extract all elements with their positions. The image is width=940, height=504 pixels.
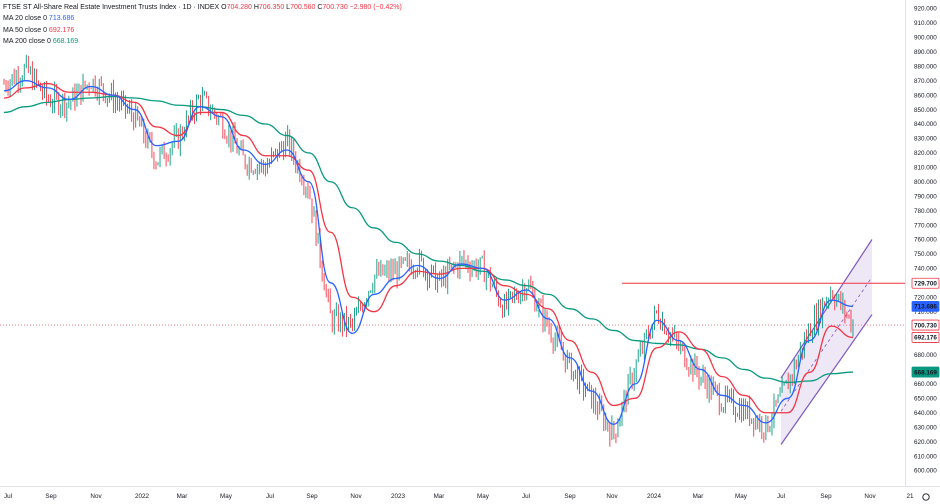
x-tick-label: Sep xyxy=(45,493,57,500)
x-tick-label: Sep xyxy=(820,493,832,500)
low-label: L xyxy=(286,4,291,11)
x-tick-label: 2022 xyxy=(135,493,150,500)
price-label-text: 700.730 xyxy=(914,322,937,329)
price-label-text: 668.169 xyxy=(914,369,937,376)
ma50-value: 692.176 xyxy=(48,26,75,34)
x-tick-label: May xyxy=(220,493,233,500)
y-tick-label: 840.000 xyxy=(914,121,937,128)
low-value: 700.560 xyxy=(290,4,316,11)
price-label-text: 713.686 xyxy=(914,304,937,311)
y-tick-label: 610.000 xyxy=(914,453,937,460)
x-tick-label: Nov xyxy=(90,493,102,500)
y-tick-label: 780.000 xyxy=(914,208,937,215)
ma50-label: MA 50 close 0 xyxy=(3,26,47,34)
y-tick-label: 800.000 xyxy=(914,179,937,186)
y-tick-label: 860.000 xyxy=(914,92,937,99)
x-tick-label: Jul xyxy=(777,493,785,500)
x-tick-label: 2024 xyxy=(647,493,662,500)
x-tick-label: Mar xyxy=(434,493,445,500)
channel-upper-line xyxy=(780,239,873,379)
price-label-text: 692.176 xyxy=(914,335,937,342)
y-tick-label: 750.000 xyxy=(914,251,937,258)
y-tick-label: 790.000 xyxy=(914,193,937,200)
y-tick-label: 910.000 xyxy=(914,20,937,27)
ma20-value: 713.686 xyxy=(48,15,75,23)
legend-ma200: MA 200 close 0 668.169 xyxy=(3,36,402,47)
y-tick-label: 740.000 xyxy=(914,266,937,273)
open-value: 704.280 xyxy=(226,4,252,11)
y-tick-label: 770.000 xyxy=(914,222,937,229)
y-tick-label: 760.000 xyxy=(914,237,937,244)
y-tick-label: 680.000 xyxy=(914,352,937,359)
high-value: 706.350 xyxy=(258,4,285,11)
ma20-line xyxy=(3,80,854,425)
open-label: O xyxy=(221,4,227,11)
price-label-box xyxy=(911,319,940,331)
y-tick-label: 720.000 xyxy=(914,294,937,301)
ma200-label: MA 200 close 0 xyxy=(3,37,51,45)
x-tick-label: Mar xyxy=(177,493,188,500)
price-label-text: 729.700 xyxy=(914,281,937,288)
ma50-line xyxy=(3,82,854,414)
x-tick-label: 2023 xyxy=(391,493,406,500)
y-tick-label: 620.000 xyxy=(914,439,937,446)
y-tick-label: 660.000 xyxy=(914,381,937,388)
x-tick-label: Nov xyxy=(350,493,362,500)
y-tick-label: 830.000 xyxy=(914,136,937,143)
x-tick-label: Sep xyxy=(306,493,318,500)
x-tick-label: Mar xyxy=(693,493,704,500)
high-label: H xyxy=(253,4,259,11)
price-label-box xyxy=(911,277,940,289)
x-tick-label: May xyxy=(735,493,748,500)
ma20-label: MA 20 close 0 xyxy=(3,15,47,23)
ohlc-values: O704.280 H706.350 L700.560 C700.730 −2.9… xyxy=(221,4,402,11)
x-tick-label: May xyxy=(477,493,490,500)
ma200-line xyxy=(3,95,854,384)
x-tick-label: Jul xyxy=(4,493,12,500)
y-tick-label: 650.000 xyxy=(914,396,937,403)
close-label: C xyxy=(317,4,323,11)
chart-title: FTSE ST All-Share Real Estate Investment… xyxy=(3,4,220,11)
y-tick-label: 920.000 xyxy=(914,6,937,13)
y-tick-label: 850.000 xyxy=(914,107,937,114)
settings-icon[interactable] xyxy=(922,493,930,501)
x-tick-label: Jul xyxy=(266,493,274,500)
y-tick-label: 900.000 xyxy=(914,35,937,42)
x-tick-label: Nov xyxy=(864,493,876,500)
legend-ma50: MA 50 close 0 692.176 xyxy=(3,25,402,36)
channel-lower-line xyxy=(780,314,873,445)
legend-title-row: FTSE ST All-Share Real Estate Investment… xyxy=(3,2,402,13)
legend-ma20: MA 20 close 0 713.686 xyxy=(3,13,402,24)
close-value: 700.730 xyxy=(322,4,348,11)
y-tick-label: 880.000 xyxy=(914,63,937,70)
channel-area xyxy=(781,239,872,445)
legend: FTSE ST All-Share Real Estate Investment… xyxy=(3,2,402,47)
x-tick-label: Nov xyxy=(606,493,618,500)
y-tick-label: 710.000 xyxy=(914,309,937,316)
y-tick-label: 810.000 xyxy=(914,165,937,172)
x-tick-label: Jul xyxy=(522,493,530,500)
x-tick-label: 21 xyxy=(906,493,914,500)
change-value: −2.980 (−0.42%) xyxy=(349,4,402,11)
y-tick-label: 630.000 xyxy=(914,424,937,431)
y-tick-label: 870.000 xyxy=(914,78,937,85)
y-tick-label: 820.000 xyxy=(914,150,937,157)
price-label-box xyxy=(911,332,940,343)
price-label-box xyxy=(911,366,940,378)
x-tick-label: Sep xyxy=(564,493,576,500)
price-label-box xyxy=(911,300,940,312)
y-tick-label: 890.000 xyxy=(914,49,937,56)
y-tick-label: 640.000 xyxy=(914,410,937,417)
ma200-value: 668.169 xyxy=(52,37,79,45)
y-tick-label: 600.000 xyxy=(914,468,937,475)
